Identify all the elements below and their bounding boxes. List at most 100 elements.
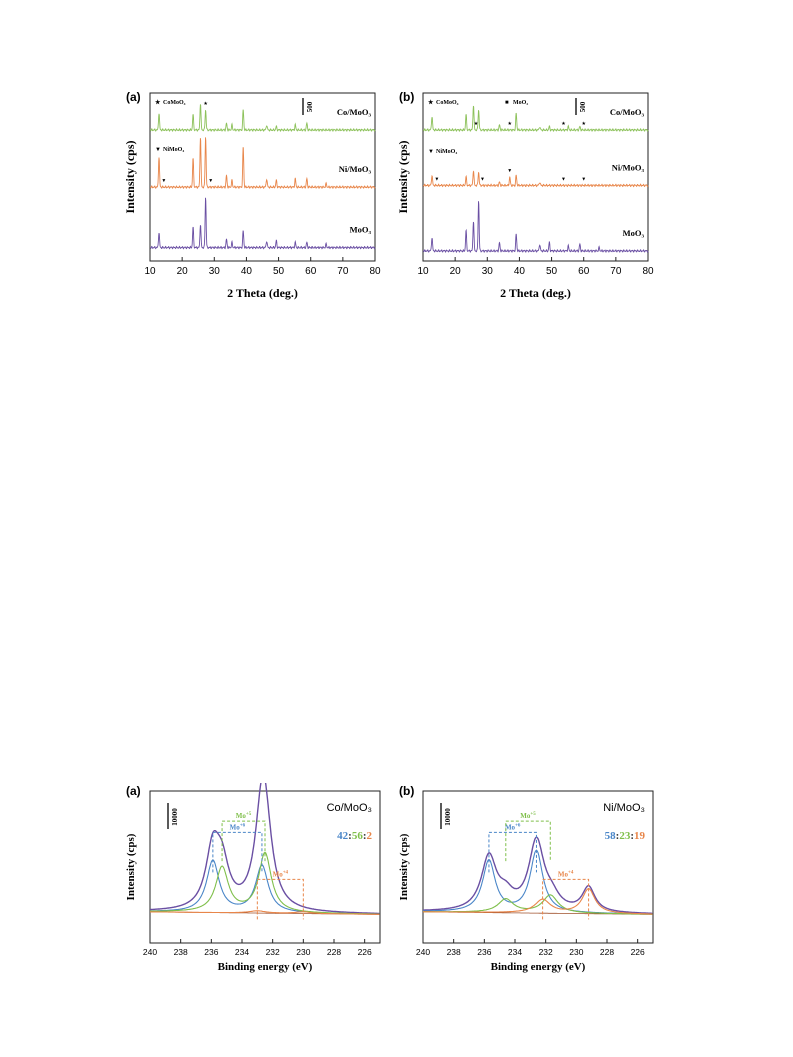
x-axis-label: Binding energy (eV) xyxy=(491,961,586,973)
xps-panel-b: (b) 240 238 236 234 232 230 228 226 Binding energ… xyxy=(393,783,658,998)
series-label: Co/MoO₃ xyxy=(337,107,372,117)
ratio-part: 42 xyxy=(337,830,349,842)
oxidation-state: +5 xyxy=(530,812,536,817)
y-axis-label: Intensity (cps) xyxy=(123,140,137,213)
phase-marker: ★ xyxy=(561,121,566,127)
phase-marker: ▼ xyxy=(434,177,439,182)
ratio-label: 58:23:19 xyxy=(605,830,646,842)
mo4-bracket xyxy=(256,878,304,920)
mo4-bracket-label: Mo+4 xyxy=(273,870,289,878)
ratio-part: : xyxy=(348,830,352,842)
phase-marker: ★ xyxy=(474,121,479,127)
xps-panel-a: (a) 240 238 236 234 232 230 228 226 Binding energ… xyxy=(120,773,385,998)
x-tick-label: 228 xyxy=(600,947,614,957)
x-tick-label: 234 xyxy=(508,947,522,957)
mo6-bracket-label: Mo+6 xyxy=(230,823,246,831)
x-axis-label: 2 Theta (deg.) xyxy=(227,286,298,300)
legend-text: NiMoO₄ xyxy=(163,147,184,153)
mo6-bracket xyxy=(488,831,537,873)
y-axis-label: Intensity (cps) xyxy=(398,833,410,900)
component-mo5plus xyxy=(150,851,380,915)
plot-frame xyxy=(149,790,381,944)
oxidation-state: +6 xyxy=(240,823,246,828)
xps-chart-a: (a) 240 238 236 234 232 230 228 226 Binding energ… xyxy=(125,773,381,973)
x-tick-label: 80 xyxy=(369,266,381,277)
x-tick-label: 70 xyxy=(610,266,622,277)
panel-label: (a) xyxy=(126,784,141,798)
legend-text: NiMoO₄ xyxy=(436,149,457,155)
xps-chart-b: (b) 240 238 236 234 232 230 228 226 Binding energ… xyxy=(398,784,654,973)
component-mo6plus xyxy=(423,849,653,915)
phase-marker: ▼ xyxy=(208,179,213,184)
series-label: Ni/MoO₃ xyxy=(612,162,645,172)
series-label: Co/MoO₃ xyxy=(610,107,645,117)
series-label: Ni/MoO₃ xyxy=(339,164,372,174)
component-mo4plus xyxy=(422,887,653,915)
legend-marker: ▼ xyxy=(428,149,434,155)
x-tick-label: 240 xyxy=(143,947,157,957)
mo6-bracket xyxy=(212,831,263,873)
component-mo4plus xyxy=(150,910,380,915)
phase-marker: ▼ xyxy=(507,169,512,174)
xrd-panel-a: (a) 10 20 30 40 50 60 70 80 2 Theta (deg.) Intensi… xyxy=(120,85,385,305)
phase-marker: ▼ xyxy=(480,177,485,182)
mo6-bracket-label: Mo+6 xyxy=(505,823,521,831)
ratio-part: : xyxy=(630,830,634,842)
phase-marker: ★ xyxy=(203,101,208,107)
panel-label: (a) xyxy=(126,90,141,104)
series-label: MoO₃ xyxy=(623,228,645,238)
plot-frame xyxy=(149,92,376,262)
y-axis-label: Intensity (cps) xyxy=(396,140,410,213)
ratio-part: 2 xyxy=(367,830,373,842)
phase-marker: ▼ xyxy=(161,179,166,184)
x-tick-label: 228 xyxy=(327,947,341,957)
sample-label: Co/MoO₃ xyxy=(327,802,372,814)
scale-bar-label: 500 xyxy=(579,101,587,112)
series-label: MoO₃ xyxy=(350,224,372,234)
x-tick-label: 10 xyxy=(144,266,156,277)
x-tick-label: 232 xyxy=(266,947,280,957)
x-tick-label: 226 xyxy=(358,947,372,957)
ratio-label: 42:56:2 xyxy=(337,830,372,842)
oxidation-state: +4 xyxy=(283,870,289,875)
legend-marker: ▼ xyxy=(155,147,161,153)
ratio-part: : xyxy=(616,830,620,842)
oxidation-state: +5 xyxy=(246,812,252,817)
series-line xyxy=(422,170,649,188)
x-tick-label: 60 xyxy=(305,266,317,277)
ratio-part: 58 xyxy=(605,830,617,842)
scale-bar-label: 500 xyxy=(306,101,314,112)
x-axis-label: 2 Theta (deg.) xyxy=(500,286,571,300)
x-tick-label: 30 xyxy=(209,266,221,277)
xrd-chart-b: (b) 10 20 30 40 50 60 70 80 2 Theta (deg.) Intensi… xyxy=(396,90,654,300)
component-envelope xyxy=(423,836,653,915)
mo5-bracket-label: Mo+5 xyxy=(236,812,252,820)
mo5-bracket xyxy=(505,820,551,862)
x-tick-label: 236 xyxy=(477,947,491,957)
series-line xyxy=(149,104,376,132)
x-tick-label: 30 xyxy=(482,266,494,277)
x-tick-label: 20 xyxy=(177,266,189,277)
series-line xyxy=(149,137,376,190)
panel-label: (b) xyxy=(399,784,414,798)
x-tick-label: 240 xyxy=(416,947,430,957)
series-line xyxy=(422,105,649,132)
sample-label: Ni/MoO₃ xyxy=(603,802,645,814)
x-tick-label: 80 xyxy=(642,266,654,277)
series-line xyxy=(422,201,649,253)
component-mo6plus xyxy=(150,859,380,915)
scale-bar-label: 10000 xyxy=(444,808,452,826)
y-axis-label: Intensity (cps) xyxy=(125,833,137,900)
x-tick-label: 238 xyxy=(447,947,461,957)
ratio-part: 23 xyxy=(619,830,631,842)
phase-marker: ▼ xyxy=(561,177,566,182)
legend-marker: ★ xyxy=(155,99,161,106)
plot-frame xyxy=(422,790,654,944)
mo5-bracket-label: Mo+5 xyxy=(520,812,536,820)
oxidation-state: +4 xyxy=(568,870,574,875)
x-tick-label: 238 xyxy=(174,947,188,957)
ratio-part: 19 xyxy=(634,830,646,842)
x-tick-label: 70 xyxy=(337,266,349,277)
mo5-bracket xyxy=(221,820,266,862)
oxidation-state: +6 xyxy=(515,823,521,828)
